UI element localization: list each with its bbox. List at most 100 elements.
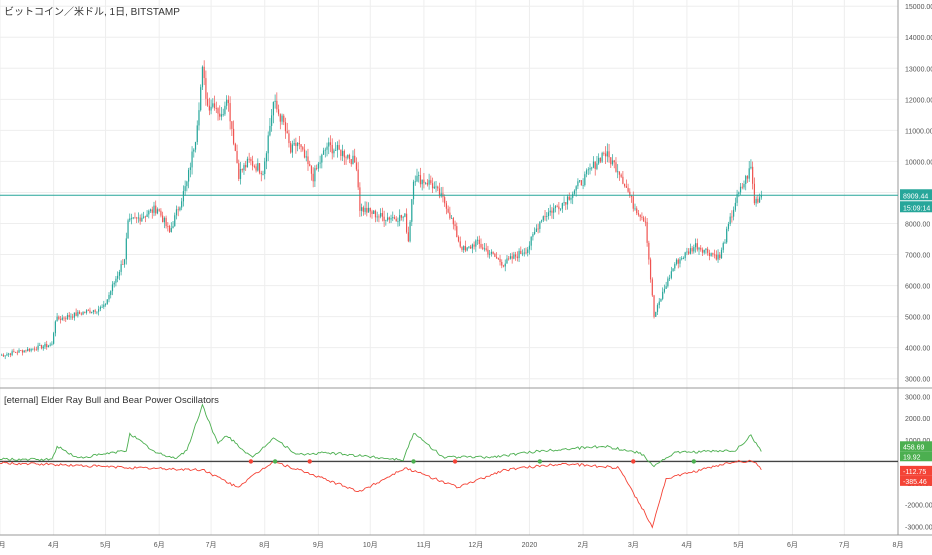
candle-body xyxy=(288,133,290,144)
candle-body xyxy=(314,168,316,182)
candle-body xyxy=(606,151,608,157)
candle-body xyxy=(677,259,679,264)
candle-body xyxy=(32,348,34,350)
candle-body xyxy=(444,197,446,204)
candle-body xyxy=(189,167,191,170)
candle-body xyxy=(670,271,672,278)
candle-body xyxy=(6,354,8,356)
bear-power-line xyxy=(0,459,762,529)
candle-body xyxy=(431,183,434,189)
candle-body xyxy=(701,249,704,253)
candle-body xyxy=(175,209,178,216)
candle-body xyxy=(165,217,167,227)
candle-body xyxy=(487,249,489,255)
candle-body xyxy=(551,210,553,213)
candle-body xyxy=(423,179,425,183)
candle-body xyxy=(617,171,619,173)
candle-body xyxy=(504,263,506,267)
candle-body xyxy=(134,217,136,219)
candle-body xyxy=(13,351,15,353)
candle-body xyxy=(35,349,37,351)
candle-body xyxy=(117,275,119,279)
candle-body xyxy=(295,143,297,147)
candle-body xyxy=(618,171,621,175)
candle-body xyxy=(468,246,470,248)
candle-body xyxy=(454,224,456,227)
bear-power-2-value: -385.46 xyxy=(903,479,927,486)
candle-body xyxy=(238,163,240,179)
time-axis-label: 7月 xyxy=(206,541,217,549)
candle-body xyxy=(563,202,565,204)
candle-body xyxy=(577,181,579,187)
candle-body xyxy=(123,259,126,265)
candle-body xyxy=(246,158,249,168)
candle-body xyxy=(243,165,245,171)
candle-body xyxy=(322,150,325,155)
candle-body xyxy=(355,162,358,170)
candle-body xyxy=(220,114,223,117)
candle-body xyxy=(662,291,664,299)
candle-body xyxy=(497,258,499,260)
candle-body xyxy=(717,254,719,260)
indicator-title: [eternal] Elder Ray Bull and Bear Power … xyxy=(4,395,219,406)
candle-body xyxy=(144,216,146,218)
countdown-badge xyxy=(900,201,932,213)
candle-body xyxy=(733,209,735,217)
candle-body xyxy=(359,187,361,211)
candle-body xyxy=(130,217,133,219)
candle-body xyxy=(386,217,389,221)
candle-body xyxy=(99,307,101,310)
candle-body xyxy=(739,186,742,193)
candle-body xyxy=(269,125,271,136)
candle-body xyxy=(319,162,321,164)
candle-body xyxy=(380,213,382,217)
candle-body xyxy=(719,254,721,259)
candle-body xyxy=(710,253,712,256)
candle-body xyxy=(369,207,371,212)
candle-body xyxy=(87,310,89,312)
candle-body xyxy=(224,105,226,115)
candle-body xyxy=(101,306,103,308)
candle-body xyxy=(293,143,295,145)
candle-body xyxy=(298,142,300,145)
candle-body xyxy=(241,169,243,171)
candle-body xyxy=(84,312,86,313)
candle-body xyxy=(54,321,56,334)
price-axis-label: 15000.00 xyxy=(905,4,932,11)
candle-body xyxy=(239,169,242,179)
candle-body xyxy=(636,208,638,214)
candle-body xyxy=(354,155,356,163)
candle-body xyxy=(698,247,700,250)
candle-body xyxy=(518,250,520,259)
candle-body xyxy=(267,135,269,154)
indicator-axis-label: -2000.00 xyxy=(905,503,932,510)
candle-body xyxy=(212,103,214,107)
crossover-marker xyxy=(631,459,636,464)
candle-body xyxy=(637,213,640,215)
candle-body xyxy=(40,345,43,349)
candle-body xyxy=(399,215,401,222)
candle-body xyxy=(425,182,427,184)
candle-body xyxy=(226,99,228,106)
candle-body xyxy=(300,144,302,148)
candle-body xyxy=(274,100,276,102)
candle-body xyxy=(80,313,82,315)
candle-body xyxy=(350,159,352,165)
candle-body xyxy=(534,231,536,235)
candle-body xyxy=(260,172,262,175)
candle-body xyxy=(594,161,596,169)
candle-body xyxy=(136,217,138,219)
candle-body xyxy=(613,160,615,163)
candle-body xyxy=(466,247,468,251)
candle-body xyxy=(68,315,70,317)
candle-body xyxy=(483,248,486,250)
candle-body xyxy=(575,186,577,191)
candle-body xyxy=(665,286,667,289)
candle-body xyxy=(181,201,183,208)
candle-body xyxy=(388,217,390,220)
candle-body xyxy=(168,226,171,233)
candle-body xyxy=(729,216,731,225)
